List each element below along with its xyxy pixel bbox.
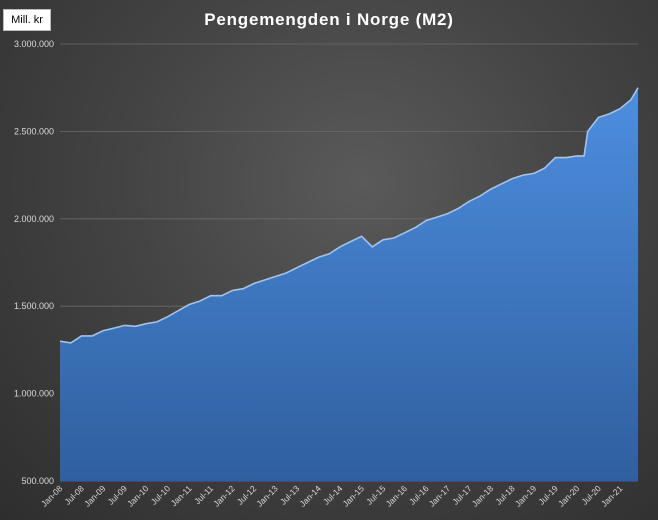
x-tick-label: Jan-21: [599, 483, 625, 509]
x-tick-label: Jan-20: [556, 483, 582, 509]
chart-title: Pengemengden i Norge (M2): [204, 10, 454, 29]
x-tick-label: Jan-10: [125, 483, 151, 509]
y-tick-label: 3.000.000: [14, 39, 54, 49]
x-tick-label: Jan-17: [427, 483, 453, 509]
x-tick-label: Jul-10: [149, 483, 173, 507]
x-tick-label: Jan-11: [169, 483, 194, 508]
x-tick-label: Jan-13: [254, 483, 280, 509]
x-tick-label: Jan-08: [39, 483, 65, 509]
x-tick-label: Jan-18: [470, 483, 496, 509]
x-tick-label: Jan-16: [384, 483, 410, 509]
x-tick-label: Jan-09: [82, 483, 108, 509]
y-tick-label: 1.500.000: [14, 301, 54, 311]
x-tick-label: Jan-15: [341, 483, 367, 509]
y-tick-label: 1.000.000: [14, 389, 54, 399]
x-tick-label: Jan-14: [297, 483, 323, 509]
y-tick-label: 500.000: [21, 476, 54, 486]
series-area: [60, 87, 638, 481]
x-tick-label: Jan-19: [513, 483, 539, 509]
unit-label: Mill. kr: [3, 9, 51, 31]
y-tick-label: 2.000.000: [14, 214, 54, 224]
x-tick-label: Jan-12: [211, 483, 237, 509]
series-line: [59, 87, 639, 344]
y-tick-label: 2.500.000: [14, 126, 54, 136]
